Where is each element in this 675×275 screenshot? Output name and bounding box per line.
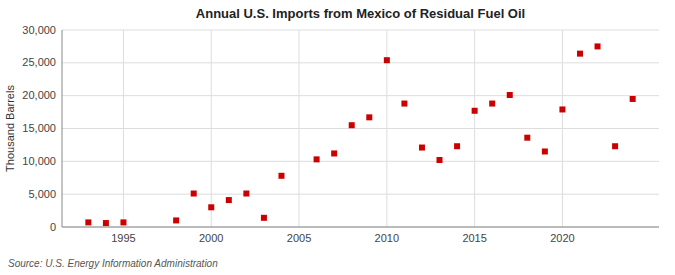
y-axis-label: Thousand Barrels xyxy=(4,85,16,172)
point xyxy=(419,145,425,151)
grid-line xyxy=(62,161,659,162)
point xyxy=(103,220,109,226)
point xyxy=(191,191,197,197)
chart: 0 5,000 10,000 15,000 20,000 25,000 30,000 1995… xyxy=(0,0,675,275)
point xyxy=(612,143,618,149)
grid-line xyxy=(62,194,659,195)
grid-line xyxy=(62,227,659,228)
point xyxy=(401,101,407,107)
point xyxy=(577,51,583,57)
point xyxy=(559,106,565,112)
y-tick-label: 0 xyxy=(50,221,56,233)
grid-line xyxy=(299,30,300,227)
y-axis-line xyxy=(62,30,63,227)
grid-line xyxy=(62,95,659,96)
point xyxy=(243,191,249,197)
point xyxy=(524,135,530,141)
point xyxy=(454,143,460,149)
point xyxy=(278,173,284,179)
x-tick-label: 1995 xyxy=(111,232,135,244)
grid-line xyxy=(62,30,659,31)
x-tick-label: 2000 xyxy=(199,232,223,244)
point xyxy=(489,101,495,107)
grid-line xyxy=(62,128,659,129)
point xyxy=(630,96,636,102)
y-tick-label: 10,000 xyxy=(22,155,56,167)
x-tick-label: 2010 xyxy=(375,232,399,244)
point xyxy=(331,150,337,156)
grid-line xyxy=(562,30,563,227)
point xyxy=(173,217,179,223)
point xyxy=(472,108,478,114)
y-tick-label: 20,000 xyxy=(22,89,56,101)
point xyxy=(314,156,320,162)
title: Annual U.S. Imports from Mexico of Resid… xyxy=(196,6,525,21)
x-axis-line xyxy=(62,227,659,228)
x-tick-label: 2015 xyxy=(462,232,486,244)
point xyxy=(366,114,372,120)
x-tick-label: 2020 xyxy=(550,232,574,244)
point xyxy=(437,157,443,163)
point xyxy=(261,215,267,221)
grid xyxy=(62,30,659,227)
grid-line xyxy=(123,30,124,227)
y-tick-label: 5,000 xyxy=(28,188,56,200)
point xyxy=(349,122,355,128)
x-tick-label: 2005 xyxy=(287,232,311,244)
source-note: Source: U.S. Energy Information Administ… xyxy=(8,258,218,269)
y-tick-label: 30,000 xyxy=(22,24,56,36)
point xyxy=(208,204,214,210)
point xyxy=(384,57,390,63)
points xyxy=(85,43,635,226)
y-tick-label: 15,000 xyxy=(22,122,56,134)
point xyxy=(542,148,548,154)
point xyxy=(120,219,126,225)
point xyxy=(226,197,232,203)
grid-line xyxy=(211,30,212,227)
grid-line xyxy=(474,30,475,227)
y-tick-label: 25,000 xyxy=(22,56,56,68)
point xyxy=(595,43,601,49)
point xyxy=(507,92,513,98)
point xyxy=(85,219,91,225)
grid-line xyxy=(62,62,659,63)
